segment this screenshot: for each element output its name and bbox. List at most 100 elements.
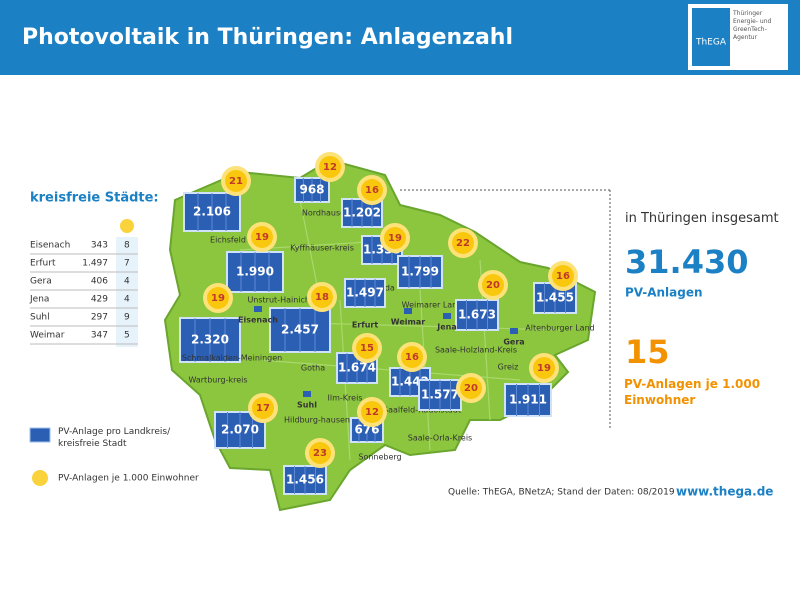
sun-value: 22 [456, 238, 470, 249]
sun [207, 287, 229, 309]
sun [361, 401, 383, 423]
sun-value: 20 [486, 280, 500, 291]
logo-sub: Thüringer Energie- und GreenTech-Agentur [733, 10, 772, 41]
district-name: Unstrut-Hainich-Kreis [247, 296, 332, 305]
panel-value: 1.911 [509, 393, 547, 407]
sun [311, 286, 333, 308]
per-capita-label: PV-Anlagen je 1.000 Einwohner [624, 377, 761, 407]
city-name: Jena [436, 323, 457, 332]
sun [482, 274, 504, 296]
table-city: Gera [30, 277, 52, 287]
table-per-capita: 7 [124, 259, 130, 269]
table-title: kreisfreie Städte: [30, 191, 159, 206]
district-name: Kyffhäuser-kreis [290, 244, 354, 253]
city-name: Eisenach [238, 316, 278, 325]
district-name: Hildburg-hausen [284, 416, 350, 425]
table-column [116, 237, 138, 347]
district-name: Gotha [301, 364, 325, 373]
table-per-capita: 5 [124, 331, 130, 341]
city-name: Suhl [297, 401, 317, 410]
table-count: 406 [91, 277, 108, 287]
table-count: 343 [91, 241, 108, 251]
district-name: Eichsfeld [210, 236, 246, 245]
district-name: Sonneberg [358, 453, 401, 462]
sun-value: 19 [211, 293, 225, 304]
table-count: 297 [91, 313, 108, 323]
table-per-capita: 4 [124, 277, 130, 287]
city-marker [404, 308, 412, 314]
table-count: 347 [91, 331, 108, 341]
sun [309, 442, 331, 464]
legend-sun-icon [32, 470, 48, 486]
sun [452, 232, 474, 254]
district-name: Greiz [498, 363, 519, 372]
table-city: Eisenach [30, 241, 70, 251]
sun [251, 226, 273, 248]
table-count: 1.497 [82, 259, 108, 269]
district-name: Ilm-Kreis [328, 394, 363, 403]
sun-value: 19 [537, 363, 551, 374]
total-label: PV-Anlagen [625, 286, 703, 300]
table-sun-icon [120, 219, 134, 233]
table-per-capita: 9 [124, 313, 130, 323]
panel-value: 1.202 [343, 206, 381, 220]
sun [225, 170, 247, 192]
legend-panel-icon [29, 427, 51, 443]
city-name: Erfurt [352, 321, 379, 330]
panel-value: 1.497 [346, 286, 384, 300]
sun [552, 265, 574, 287]
district-name: Weimarer Land [402, 301, 463, 310]
sun-value: 20 [464, 383, 478, 394]
per-capita-label-box: PV-Anlagen je 1.000 Einwohner [624, 377, 761, 407]
city-marker [303, 391, 311, 397]
panel-value: 968 [299, 183, 324, 197]
district-name: Wartburg-kreis [188, 376, 247, 385]
district-name: Altenburger Land [525, 324, 594, 333]
sun-value: 18 [315, 292, 329, 303]
sun-value: 21 [229, 176, 243, 187]
legend-panel-box: PV-Anlage pro Landkreis/ kreisfreie Stad… [58, 427, 171, 449]
table-city: Weimar [30, 331, 65, 341]
per-capita: 15 [625, 333, 670, 371]
sun-value: 23 [313, 448, 327, 459]
stats-intro: in Thüringen insgesamt [625, 211, 779, 226]
table-per-capita: 8 [124, 241, 130, 251]
logo-mark [692, 8, 730, 66]
city-marker [254, 306, 262, 312]
city-marker [443, 313, 451, 319]
sun-value: 16 [365, 185, 379, 196]
panel-value: 1.673 [458, 308, 496, 322]
stats-intro-text: in Thüringen insgesamt [625, 211, 779, 226]
total: 31.430 [625, 243, 748, 281]
title: Photovoltaik in Thüringen: Anlagenzahl [22, 25, 513, 50]
district-name: Saale-Orla-Kreis [408, 434, 472, 443]
panel-value: 1.577 [421, 388, 459, 402]
sun [361, 179, 383, 201]
sun-value: 19 [388, 233, 402, 244]
panel-value: 2.106 [193, 205, 231, 219]
panel-value: 1.799 [401, 265, 439, 279]
panel-value: 1.990 [236, 265, 274, 279]
panel-value: 1.456 [286, 473, 324, 487]
sun [460, 377, 482, 399]
legend-panel: PV-Anlage pro Landkreis/ kreisfreie Stad… [58, 427, 171, 449]
panel-value: 2.070 [221, 423, 259, 437]
url: www.thega.de [676, 485, 773, 499]
sun [252, 397, 274, 419]
table-city: Suhl [30, 313, 50, 323]
sun [401, 346, 423, 368]
table-count: 429 [91, 295, 108, 305]
sun-value: 15 [360, 343, 374, 354]
city-marker [510, 328, 518, 334]
logo-sub-box: Thüringer Energie- und GreenTech-Agentur [733, 10, 772, 41]
sun-value: 16 [405, 352, 419, 363]
panel-value: 1.455 [536, 291, 574, 305]
panel-value: 2.457 [281, 323, 319, 337]
sun-value: 19 [255, 232, 269, 243]
sun-value: 12 [365, 407, 379, 418]
sun-value: 16 [556, 271, 570, 282]
sun-value: 17 [256, 403, 270, 414]
district-name: Saale-Holzland-Kreis [435, 346, 517, 355]
table-per-capita: 4 [124, 295, 130, 305]
